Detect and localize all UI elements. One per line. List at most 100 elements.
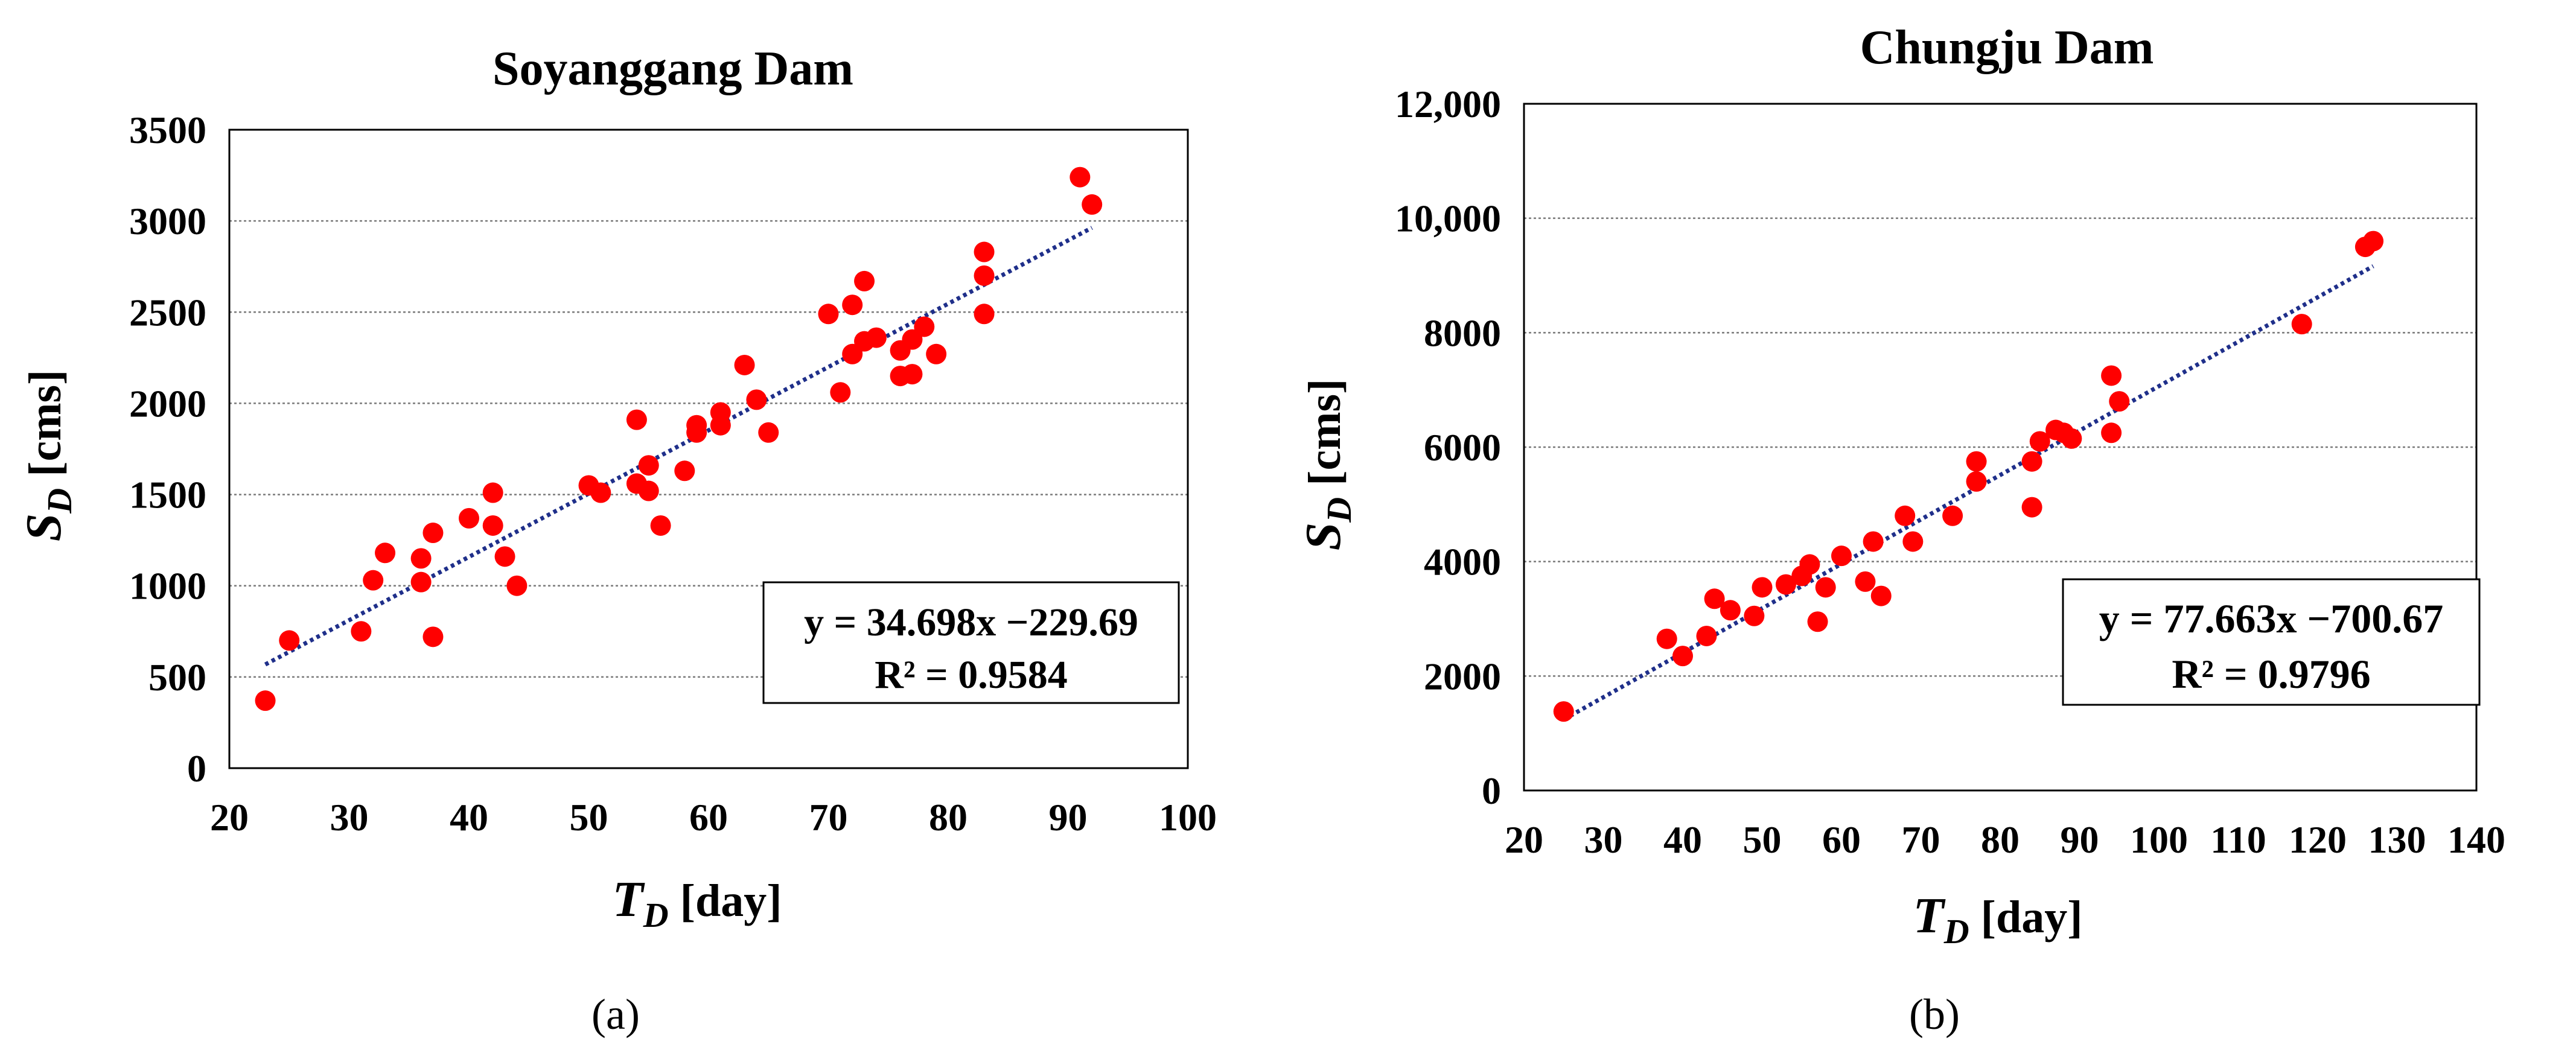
data-point: [866, 327, 887, 348]
data-point: [914, 316, 935, 337]
x-axis-symbol: T: [1913, 888, 1946, 944]
data-point: [1815, 577, 1836, 598]
data-point: [1966, 471, 1987, 492]
data-point: [974, 265, 995, 286]
y-tick-label: 10,000: [1395, 197, 1501, 240]
data-point: [926, 343, 947, 364]
y-tick-label: 2000: [129, 382, 206, 425]
x-axis-ticks: 20 30 40 50 60 70 80 90 100 110 120 130 140: [1505, 818, 2505, 861]
data-point: [1672, 646, 1693, 667]
data-point: [2061, 428, 2082, 449]
y-tick-label: 6000: [1424, 426, 1501, 469]
y-axis-subscript: D: [40, 488, 79, 514]
data-points: [1553, 231, 2384, 722]
data-point: [1704, 588, 1725, 609]
data-point: [638, 480, 659, 501]
y-tick-label: 8000: [1424, 311, 1501, 354]
data-point: [974, 304, 995, 325]
data-point: [2021, 451, 2042, 472]
x-tick-label: 60: [689, 796, 728, 839]
y-axis-subscript: D: [1319, 497, 1359, 523]
data-point: [375, 542, 396, 564]
y-axis-symbol: S: [16, 514, 72, 542]
equation-box: y = 34.698x −229.69 R² = 0.9584: [762, 581, 1180, 704]
chart-title: Soyanggang Dam: [493, 42, 853, 95]
r-squared: R² = 0.9796: [2172, 651, 2370, 697]
data-point: [422, 626, 444, 647]
data-point: [1720, 600, 1741, 621]
trendline-equation: y = 34.698x −229.69: [804, 600, 1138, 644]
trendline: [1563, 264, 2374, 722]
data-point: [758, 422, 779, 443]
y-axis-label: SD [cms]: [16, 370, 79, 542]
x-axis-ticks: 20 30 40 50 60 70 80 90 100: [210, 796, 1217, 839]
data-point: [974, 241, 995, 262]
x-axis-unit: [day]: [1969, 892, 2083, 943]
data-point: [650, 515, 671, 536]
data-point: [459, 507, 479, 529]
x-axis-label: TD [day]: [612, 871, 782, 935]
data-point: [422, 523, 444, 544]
data-point: [2109, 391, 2130, 412]
y-tick-label: 4000: [1424, 541, 1501, 584]
data-point: [1966, 451, 1987, 472]
data-point: [830, 382, 851, 403]
equation-box: y = 77.663x −700.67 R² = 0.9796: [2062, 578, 2481, 706]
y-axis-unit: [cms]: [1299, 379, 1350, 497]
data-point: [1942, 505, 1963, 526]
x-tick-label: 50: [1743, 818, 1782, 861]
data-point: [1902, 531, 1924, 552]
r-squared: R² = 0.9584: [875, 653, 1068, 697]
equation-box-frame: [762, 581, 1180, 704]
x-tick-label: 140: [2447, 818, 2505, 861]
trendline-equation: y = 77.663x −700.67: [2099, 596, 2444, 641]
data-point: [1870, 585, 1892, 606]
data-point: [494, 546, 515, 567]
data-point: [351, 621, 372, 642]
data-point: [2029, 431, 2050, 452]
panel-label: (b): [1909, 990, 1960, 1038]
data-point: [279, 630, 300, 651]
data-points: [255, 167, 1103, 711]
x-tick-label: 20: [210, 796, 249, 839]
data-point: [1744, 605, 1765, 626]
x-axis-symbol: T: [612, 871, 645, 927]
data-point: [638, 455, 659, 476]
data-point: [902, 329, 923, 350]
data-point: [818, 304, 839, 325]
y-tick-label: 0: [187, 747, 206, 790]
y-tick-label: 1000: [129, 565, 206, 608]
x-tick-label: 30: [330, 796, 369, 839]
x-tick-label: 100: [1159, 796, 1217, 839]
y-axis-symbol: S: [1295, 523, 1351, 551]
chart-chungju: Chungju Dam 0 2000 4000 6000 8000 10,000 12,00…: [1295, 21, 2505, 1038]
data-point: [1775, 574, 1796, 595]
data-point: [482, 482, 503, 503]
data-point: [2021, 497, 2042, 518]
data-point: [1752, 577, 1773, 598]
x-tick-label: 100: [2130, 818, 2188, 861]
data-point: [1553, 701, 1574, 722]
equation-box-frame: [2062, 578, 2481, 706]
y-axis-ticks: 0 500 1000 1500 2000 2500 3000 3500: [129, 109, 206, 790]
y-tick-label: 1500: [129, 474, 206, 517]
x-axis-subscript: D: [643, 895, 669, 935]
data-point: [2363, 231, 2384, 252]
x-tick-label: 20: [1505, 818, 1543, 861]
x-tick-label: 120: [2289, 818, 2347, 861]
data-point: [734, 354, 755, 375]
x-tick-label: 30: [1584, 818, 1623, 861]
data-point: [842, 294, 863, 316]
x-tick-label: 60: [1822, 818, 1861, 861]
data-point: [1696, 625, 1717, 646]
x-tick-label: 90: [2061, 818, 2099, 861]
y-tick-label: 12,000: [1395, 83, 1501, 126]
data-point: [1656, 628, 1677, 649]
x-tick-label: 80: [1981, 818, 2020, 861]
data-point: [710, 415, 731, 436]
data-point: [854, 270, 875, 291]
y-tick-label: 3500: [129, 109, 206, 151]
y-tick-label: 2000: [1424, 655, 1501, 698]
